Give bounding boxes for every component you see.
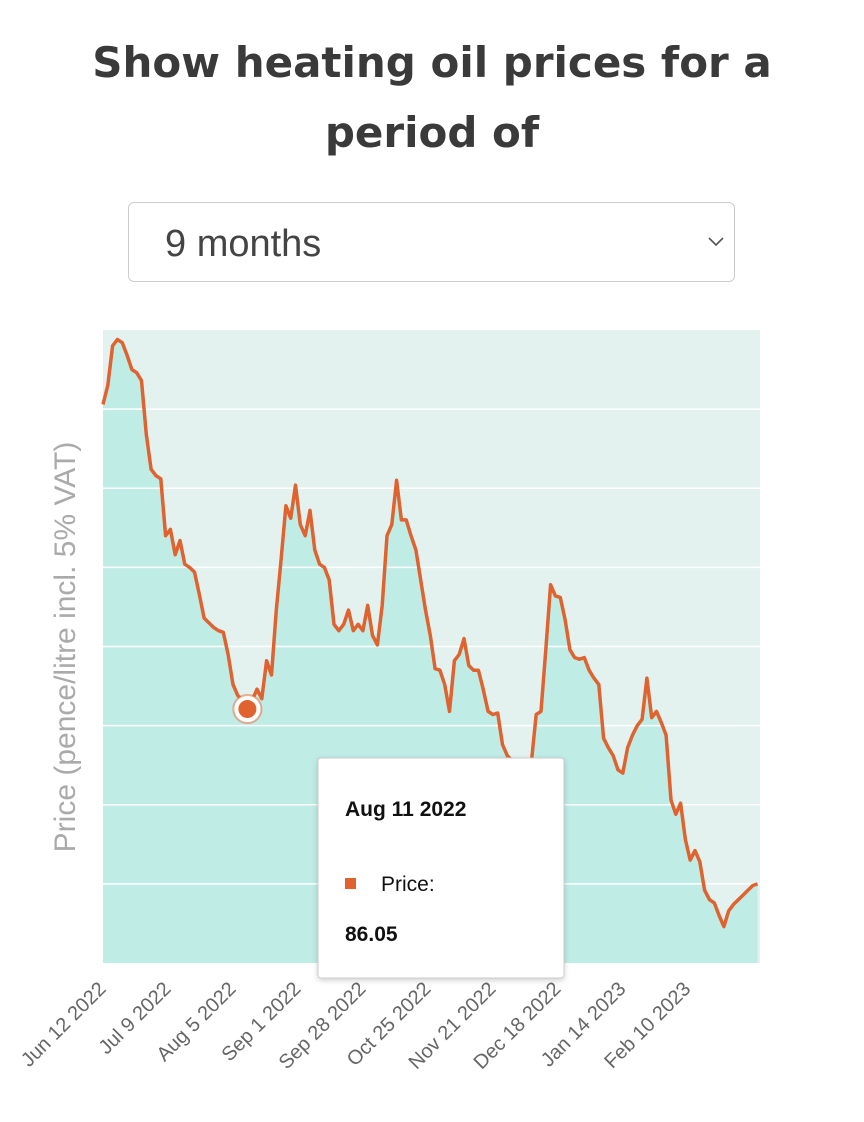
tooltip-swatch <box>345 878 356 889</box>
select-value: 9 months <box>165 223 322 265</box>
tooltip-label: Price: <box>381 873 435 896</box>
select-chevron <box>708 237 724 247</box>
tooltip-value: 86.05 <box>345 923 398 946</box>
price-area <box>103 339 758 963</box>
tooltip-box <box>317 757 565 979</box>
page-title: Show heating oil prices for a period of <box>92 38 772 157</box>
period-select[interactable]: 9 months <box>128 202 735 282</box>
x-tick-label: Jun 12 2022 <box>17 978 110 1071</box>
highlight-point <box>238 700 257 719</box>
tooltip: Aug 11 2022 Price: 86.05 <box>317 757 565 979</box>
tooltip-date: Aug 11 2022 <box>345 798 466 821</box>
price-line <box>101 337 759 929</box>
y-axis-title: Price (pence/litre incl. 5% VAT) <box>49 442 82 853</box>
